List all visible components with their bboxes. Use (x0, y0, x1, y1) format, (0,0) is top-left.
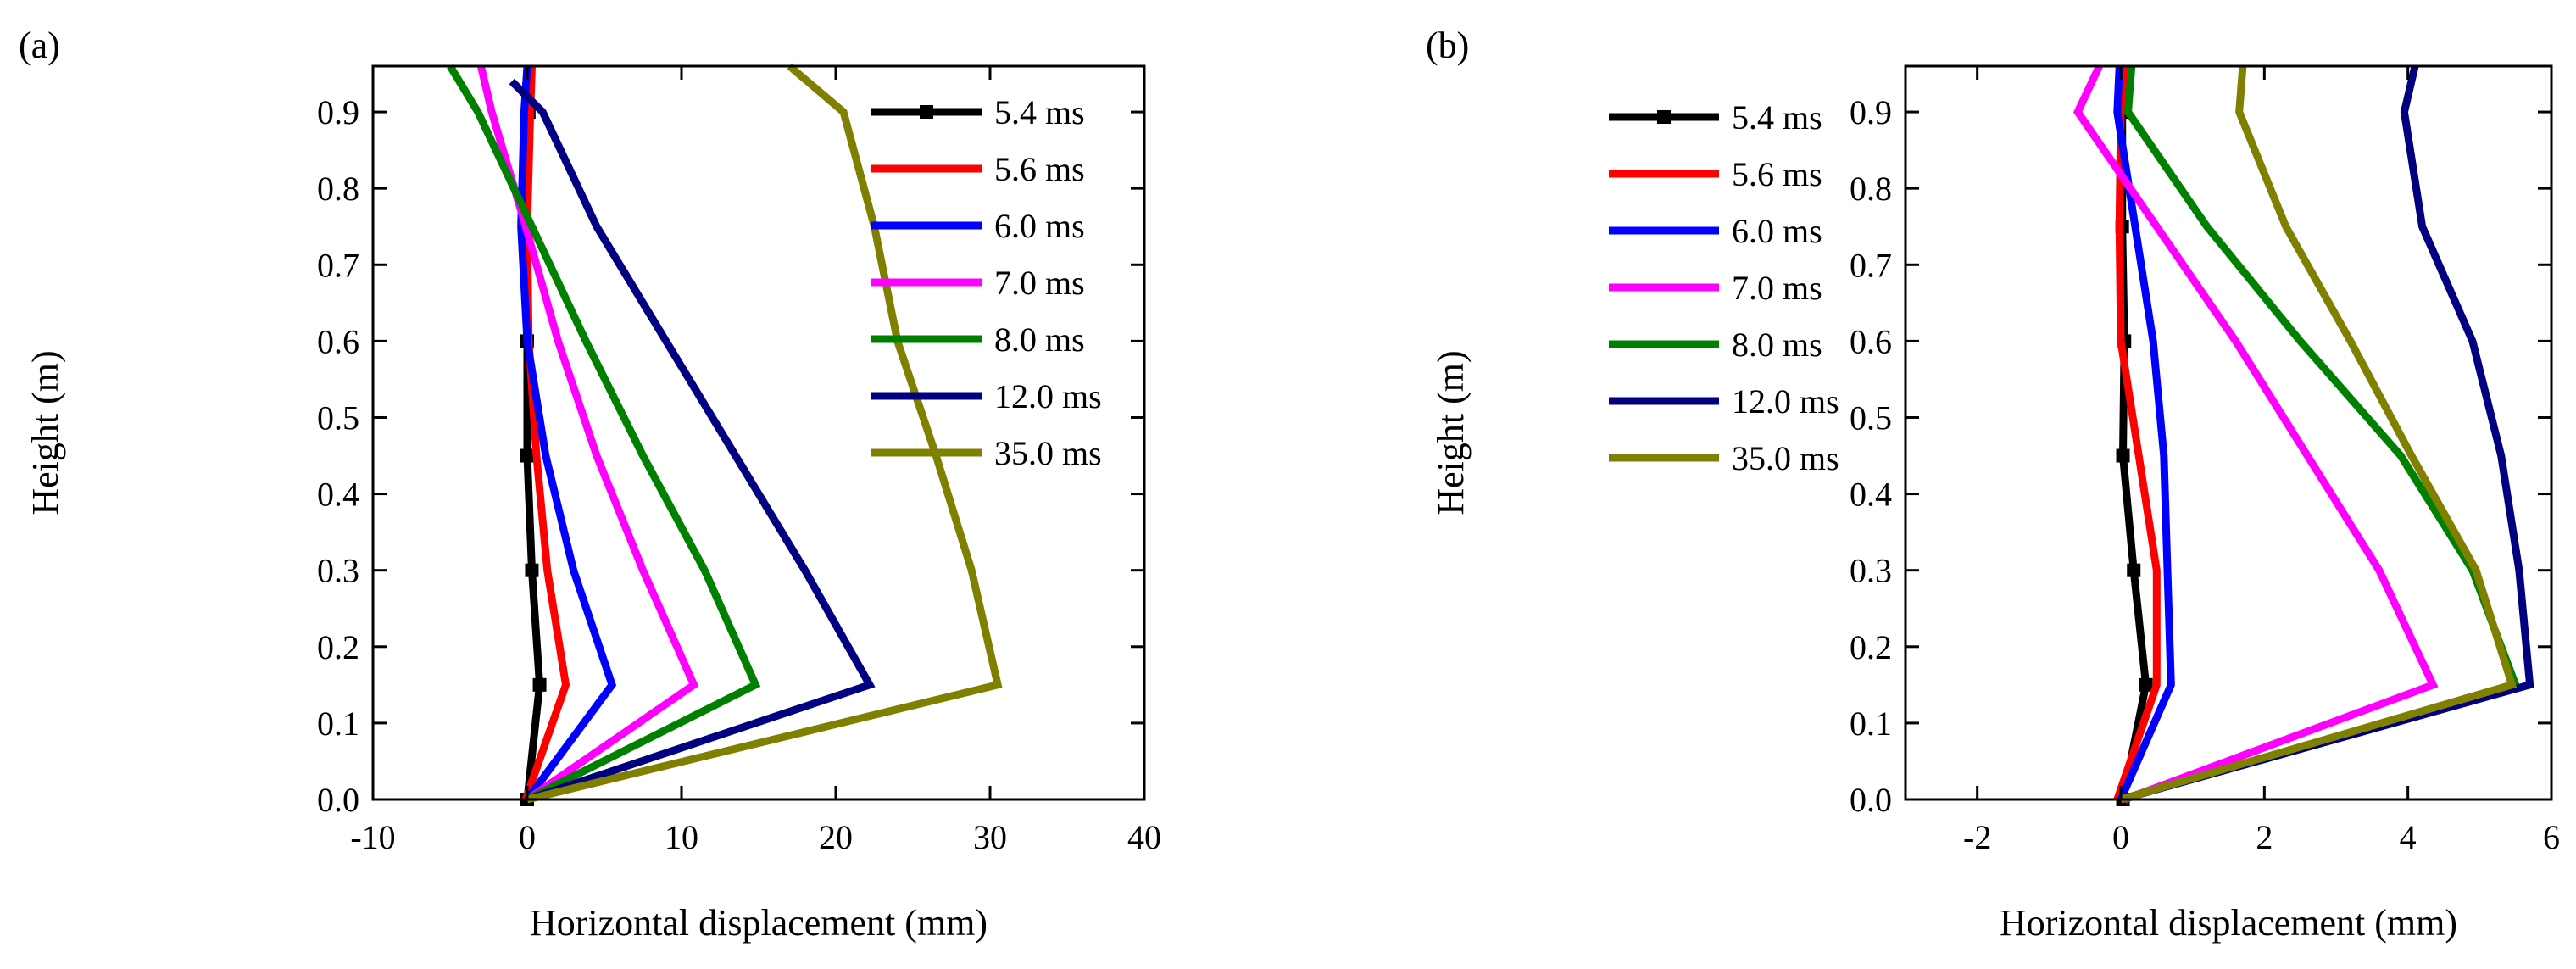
legend-label: 7.0 ms (1732, 269, 1822, 307)
x-tick-label: -10 (350, 818, 395, 856)
legend-label: 8.0 ms (994, 320, 1085, 359)
y-tick-label: 0.4 (1850, 476, 1892, 514)
y-tick-label: 0.6 (317, 322, 359, 360)
y-tick-label: 0.5 (1850, 398, 1892, 437)
panel-b: (b) -2 0 2 4 6 0.0 0.1 0.2 0.3 0.4 0.5 0.6 0.7 0.8 0.9 H… (1426, 25, 2560, 944)
y-tick-label: 0.0 (1850, 781, 1892, 819)
y-tick-label: 0.1 (317, 704, 359, 743)
legend-label: 5.6 ms (994, 150, 1085, 188)
series-marker (532, 677, 547, 692)
legend-marker (920, 105, 933, 119)
legend-label: 5.6 ms (1732, 155, 1822, 193)
y-tick-label: 0.8 (1850, 170, 1892, 208)
x-tick-label: -2 (1963, 818, 1991, 856)
x-tick-label: 2 (2256, 818, 2273, 856)
x-axis-title: Horizontal displacement (mm) (530, 902, 988, 944)
y-tick-label: 0.2 (1850, 628, 1892, 666)
y-tick-label: 0.8 (317, 170, 359, 208)
legend-label: 8.0 ms (1732, 326, 1822, 364)
legend-label: 12.0 ms (1732, 382, 1839, 420)
series-marker (2139, 677, 2153, 692)
x-tick-label: 20 (819, 818, 853, 856)
y-tick-label: 0.3 (1850, 552, 1892, 590)
panel-label: (a) (19, 25, 60, 66)
y-tick-label: 0.9 (317, 93, 359, 131)
series-marker (525, 563, 539, 577)
y-axis-title: Height (m) (25, 350, 66, 515)
y-tick-label: 0.7 (1850, 246, 1892, 284)
legend-label: 35.0 ms (1732, 439, 1839, 477)
y-tick-label: 0.0 (317, 781, 359, 819)
panel-a: (a) -10 0 10 20 30 40 0.0 0.1 0.2 0.3 0.4 0.5 0.6 0.7 0… (19, 25, 1161, 944)
series-line-8-0-ms (447, 64, 761, 804)
legend-marker (1657, 110, 1671, 124)
plot-frame (371, 64, 1146, 801)
x-axis-title: Horizontal displacement (mm) (2000, 902, 2457, 944)
y-axis-title: Height (m) (1430, 350, 1472, 515)
x-tick-label: 0 (519, 818, 536, 856)
series-line-12-0-ms (2119, 64, 2534, 804)
series-line-7-0-ms (477, 64, 699, 803)
y-tick-label: 0.3 (317, 552, 359, 590)
x-tick-label: 30 (973, 818, 1007, 856)
legend-label: 5.4 ms (994, 93, 1085, 131)
series-marker (520, 448, 534, 463)
series-line-12-0-ms (509, 78, 876, 804)
series-marker (2116, 448, 2130, 463)
legend-label: 6.0 ms (1732, 212, 1822, 250)
series-line-7-0-ms (2073, 64, 2439, 804)
y-tick-label: 0.9 (1850, 93, 1892, 131)
legend-label: 35.0 ms (994, 434, 1102, 472)
legend-label: 5.4 ms (1732, 98, 1822, 136)
y-tick-label: 0.7 (317, 246, 359, 284)
y-tick-label: 0.4 (317, 476, 359, 514)
series-marker (2127, 563, 2141, 577)
legend-label: 12.0 ms (994, 377, 1102, 415)
legend-label: 7.0 ms (994, 264, 1085, 302)
series-line-6-0-ms (2113, 65, 2175, 801)
x-tick-label: 0 (2112, 818, 2129, 856)
y-tick-label: 0.5 (317, 398, 359, 437)
y-tick-label: 0.1 (1850, 704, 1892, 743)
legend-label: 6.0 ms (994, 207, 1085, 245)
panel-label: (b) (1426, 25, 1469, 66)
plot-frame (1904, 64, 2553, 801)
series-line-35-0-ms (2119, 65, 2518, 804)
x-tick-label: 10 (665, 818, 698, 856)
y-tick-label: 0.6 (1850, 322, 1892, 360)
x-tick-label: 6 (2543, 818, 2560, 856)
y-tick-label: 0.2 (317, 628, 359, 666)
x-tick-label: 4 (2400, 818, 2417, 856)
x-tick-label: 40 (1127, 818, 1161, 856)
series-line-6-0-ms (517, 65, 617, 802)
